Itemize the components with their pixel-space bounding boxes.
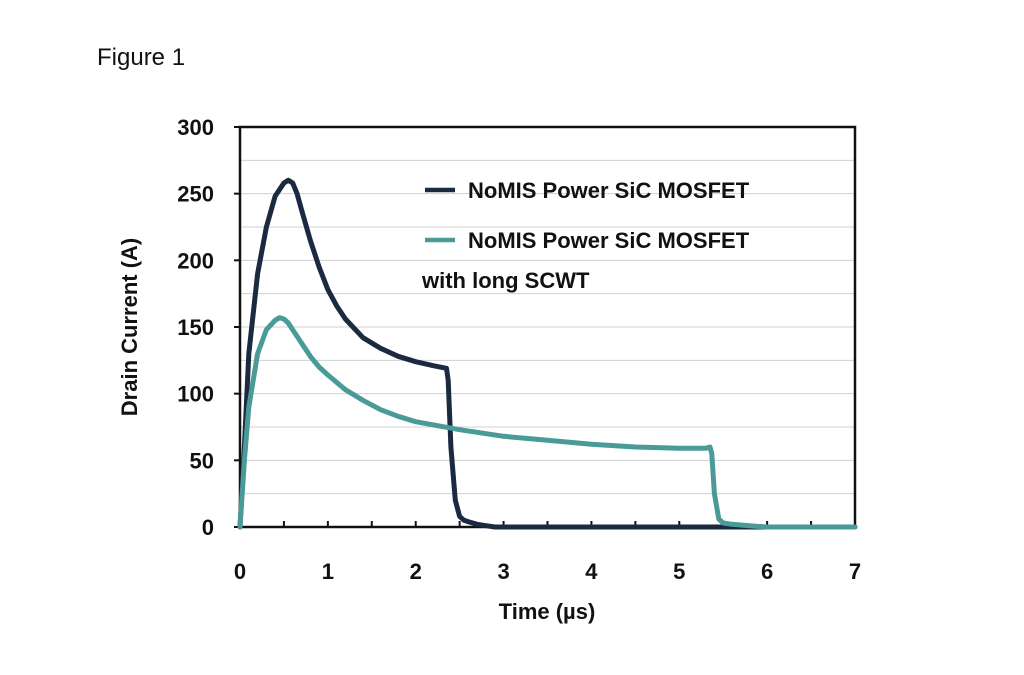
series-lines: [237, 177, 858, 530]
legend-label-series-2: NoMIS Power SiC MOSFET with long SCWT: [421, 228, 755, 293]
series-line-1: [237, 177, 858, 530]
x-tick-label: 1: [322, 559, 334, 584]
y-axis: 0 50 100 150 200 250 300: [177, 115, 240, 540]
y-tick-label: 50: [190, 448, 214, 473]
y-tick-label: 0: [202, 515, 214, 540]
legend-label-series-1: NoMIS Power SiC MOSFET: [468, 178, 750, 203]
x-axis: 0 1 2 3 4 5 6 7: [234, 521, 861, 584]
legend-label-series-2-line-2: with long SCWT: [421, 268, 590, 293]
y-tick-label: 150: [177, 315, 214, 340]
x-tick-label: 6: [761, 559, 773, 584]
y-tick-label: 100: [177, 382, 214, 407]
x-tick-label: 3: [497, 559, 509, 584]
y-axis-title: Drain Current (A): [117, 238, 142, 416]
figure-label: Figure 1: [97, 44, 186, 71]
x-axis-title: Time (µs): [499, 599, 596, 624]
x-tick-label: 7: [849, 559, 861, 584]
x-tick-label: 0: [234, 559, 246, 584]
y-tick-label: 200: [177, 248, 214, 273]
legend-label-series-2-line-1: NoMIS Power SiC MOSFET: [468, 228, 750, 253]
y-tick-label: 300: [177, 115, 214, 140]
x-tick-label: 5: [673, 559, 685, 584]
legend: NoMIS Power SiC MOSFET NoMIS Power SiC M…: [421, 178, 755, 293]
x-tick-label: 2: [410, 559, 422, 584]
x-tick-label: 4: [585, 559, 598, 584]
y-tick-label: 250: [177, 182, 214, 207]
grid-lines: [240, 159, 855, 495]
series-line-2: [237, 315, 858, 530]
